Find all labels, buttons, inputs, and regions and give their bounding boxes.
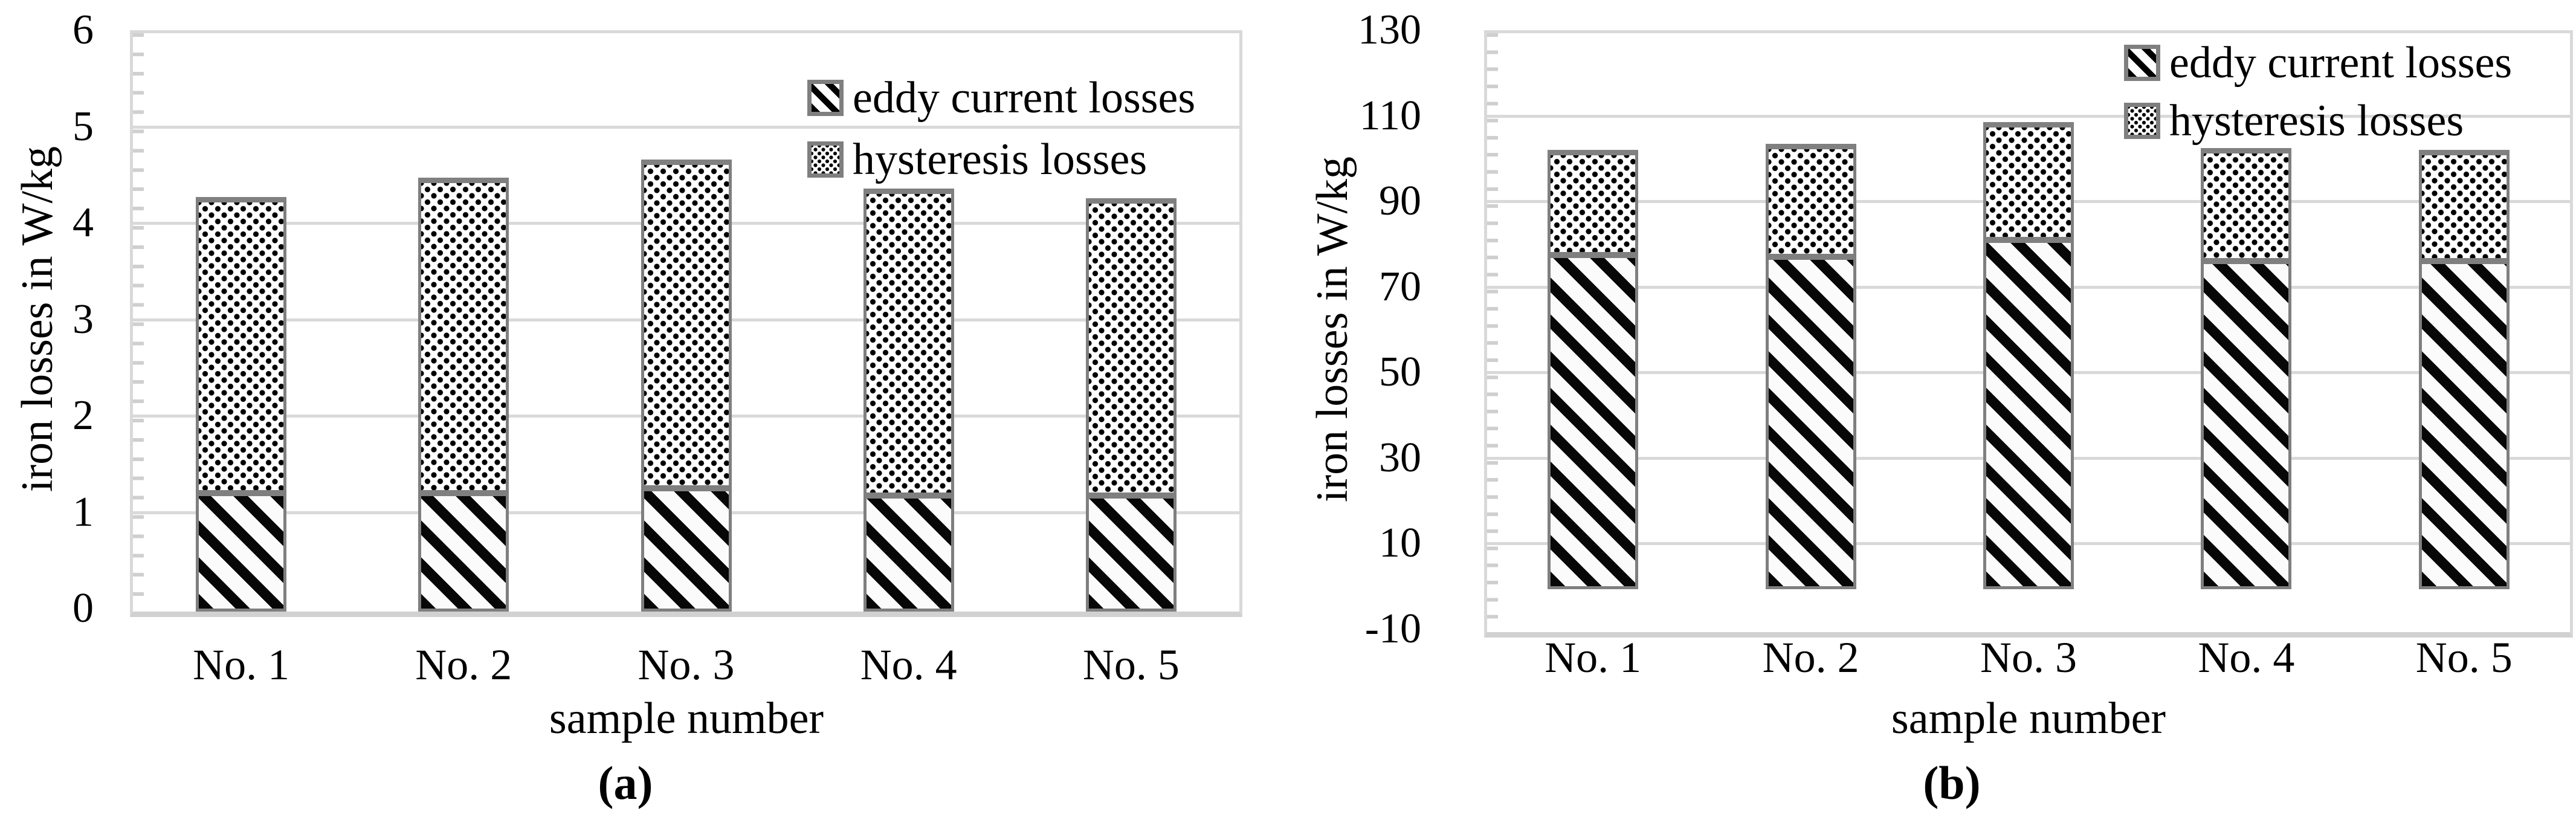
y-tick-label: 6	[73, 7, 94, 53]
bar-segment-hysteresis	[1085, 198, 1177, 496]
x-category-label: No. 4	[2198, 633, 2295, 682]
y-tick-label: 1	[73, 488, 94, 535]
x-category-label: No. 1	[193, 641, 290, 689]
bar-segment-hysteresis	[863, 188, 954, 496]
y-axis-minor-ticks	[1487, 33, 1498, 632]
legend-item: hysteresis losses	[807, 129, 1195, 190]
y-tick-label: 90	[1379, 178, 1421, 225]
y-tick-label: 4	[73, 199, 94, 246]
legend-label: hysteresis losses	[853, 135, 1148, 184]
bar-segment-eddy-current	[196, 493, 287, 612]
legend-item: hysteresis losses	[2124, 92, 2512, 150]
bar-segment-eddy-current	[1983, 239, 2074, 590]
bar-segment-hysteresis	[1765, 143, 1856, 257]
x-category-label: No. 5	[1082, 641, 1180, 689]
y-tick-label: -10	[1364, 606, 1421, 652]
bar-segment-hysteresis	[196, 196, 287, 493]
bar-segment-eddy-current	[2201, 261, 2292, 590]
x-category-label: No. 2	[415, 641, 512, 689]
y-tick-label: 3	[73, 296, 94, 343]
legend: eddy current losses hysteresis losses	[807, 67, 1195, 190]
x-category-label: No. 3	[1980, 633, 2077, 682]
legend-label: eddy current losses	[2169, 38, 2513, 88]
subfigure-caption-a: (a)	[598, 757, 653, 809]
x-axis-title-b: sample number	[1891, 694, 2166, 743]
bar-segment-eddy-current	[863, 496, 954, 612]
subfigure-caption-b: (b)	[1923, 757, 1981, 809]
x-axis-title-a: sample number	[549, 694, 824, 743]
y-axis-minor-ticks	[133, 33, 144, 612]
legend-label: eddy current losses	[853, 73, 1196, 123]
bar-segment-eddy-current	[418, 493, 509, 612]
legend-item: eddy current losses	[2124, 34, 2512, 92]
legend-label: hysteresis losses	[2169, 96, 2464, 146]
bar-segment-hysteresis	[2418, 150, 2510, 262]
diagonal-stripes-swatch-icon	[2124, 45, 2160, 81]
bar-segment-hysteresis	[2201, 147, 2292, 262]
x-category-label: No. 1	[1545, 633, 1642, 682]
bar-segment-eddy-current	[1548, 254, 1639, 590]
y-tick-label: 110	[1359, 92, 1421, 139]
bar-segment-hysteresis	[1983, 122, 2074, 240]
y-tick-label: 70	[1379, 263, 1421, 310]
y-tick-label: 130	[1358, 7, 1421, 53]
gridline	[133, 125, 1239, 129]
y-tick-label: 0	[73, 585, 94, 631]
y-tick-label: 30	[1379, 434, 1421, 481]
bar-segment-eddy-current	[641, 488, 732, 612]
diagonal-stripes-swatch-icon	[807, 80, 844, 116]
legend: eddy current losses hysteresis losses	[2124, 34, 2512, 150]
y-tick-label: 50	[1379, 349, 1421, 396]
bar-segment-eddy-current	[1085, 496, 1177, 612]
x-category-label: No. 5	[2415, 633, 2513, 682]
bar-segment-hysteresis	[641, 159, 732, 488]
x-category-label: No. 4	[860, 641, 957, 689]
bar-segment-eddy-current	[2418, 261, 2510, 590]
bar-segment-hysteresis	[1548, 150, 1639, 255]
y-tick-label: 2	[73, 392, 94, 439]
y-tick-label: 10	[1379, 520, 1421, 567]
dots-pattern-swatch-icon	[807, 141, 844, 178]
y-tick-label: 5	[73, 103, 94, 150]
bar-segment-hysteresis	[418, 178, 509, 493]
gridline	[1487, 114, 2570, 118]
x-category-label: No. 2	[1762, 633, 1859, 682]
dots-pattern-swatch-icon	[2124, 103, 2160, 139]
x-category-label: No. 3	[638, 641, 735, 689]
legend-item: eddy current losses	[807, 67, 1195, 129]
bar-segment-eddy-current	[1765, 257, 1856, 590]
